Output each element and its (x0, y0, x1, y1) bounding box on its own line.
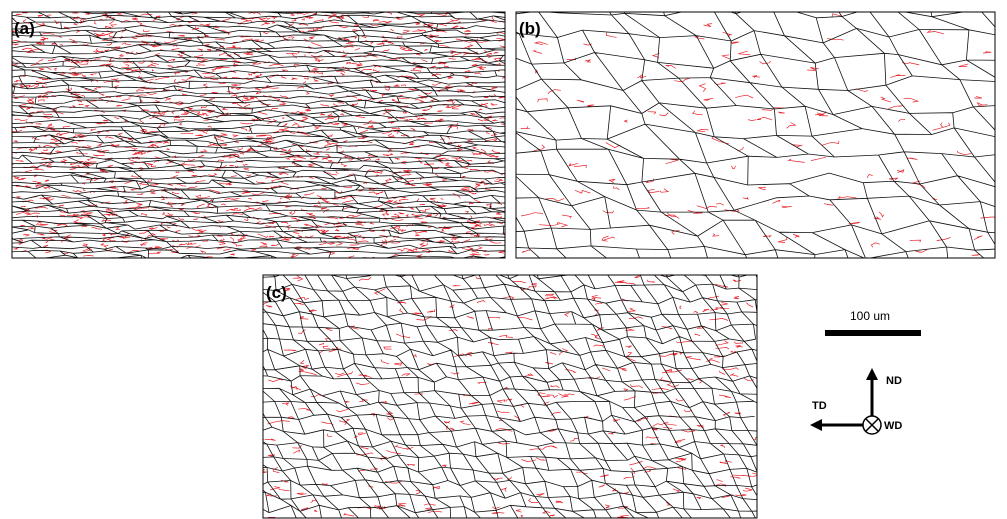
panel-border (262, 274, 758, 519)
axis-label: TD (812, 400, 827, 412)
boundary-high-angle (12, 12, 505, 258)
panel-label: (a) (14, 19, 35, 38)
panel-label: (c) (266, 283, 287, 302)
scale-bar-label: 100 um (850, 309, 890, 323)
grain-map-b (516, 12, 995, 258)
panel-border (515, 11, 996, 259)
panel-label: (b) (519, 19, 541, 38)
boundary-high-angle (516, 12, 995, 258)
panel-border (11, 11, 506, 259)
grain-map-a (12, 12, 505, 258)
panel-c (262, 274, 758, 519)
grain-map-c (263, 275, 757, 518)
arrow-wd-cross (865, 418, 879, 432)
boundary-low-angle (263, 275, 757, 518)
axis-label: ND (886, 375, 902, 387)
axis-label: WD (884, 420, 902, 432)
scale-bar (825, 330, 921, 336)
boundary-high-angle (263, 275, 757, 518)
